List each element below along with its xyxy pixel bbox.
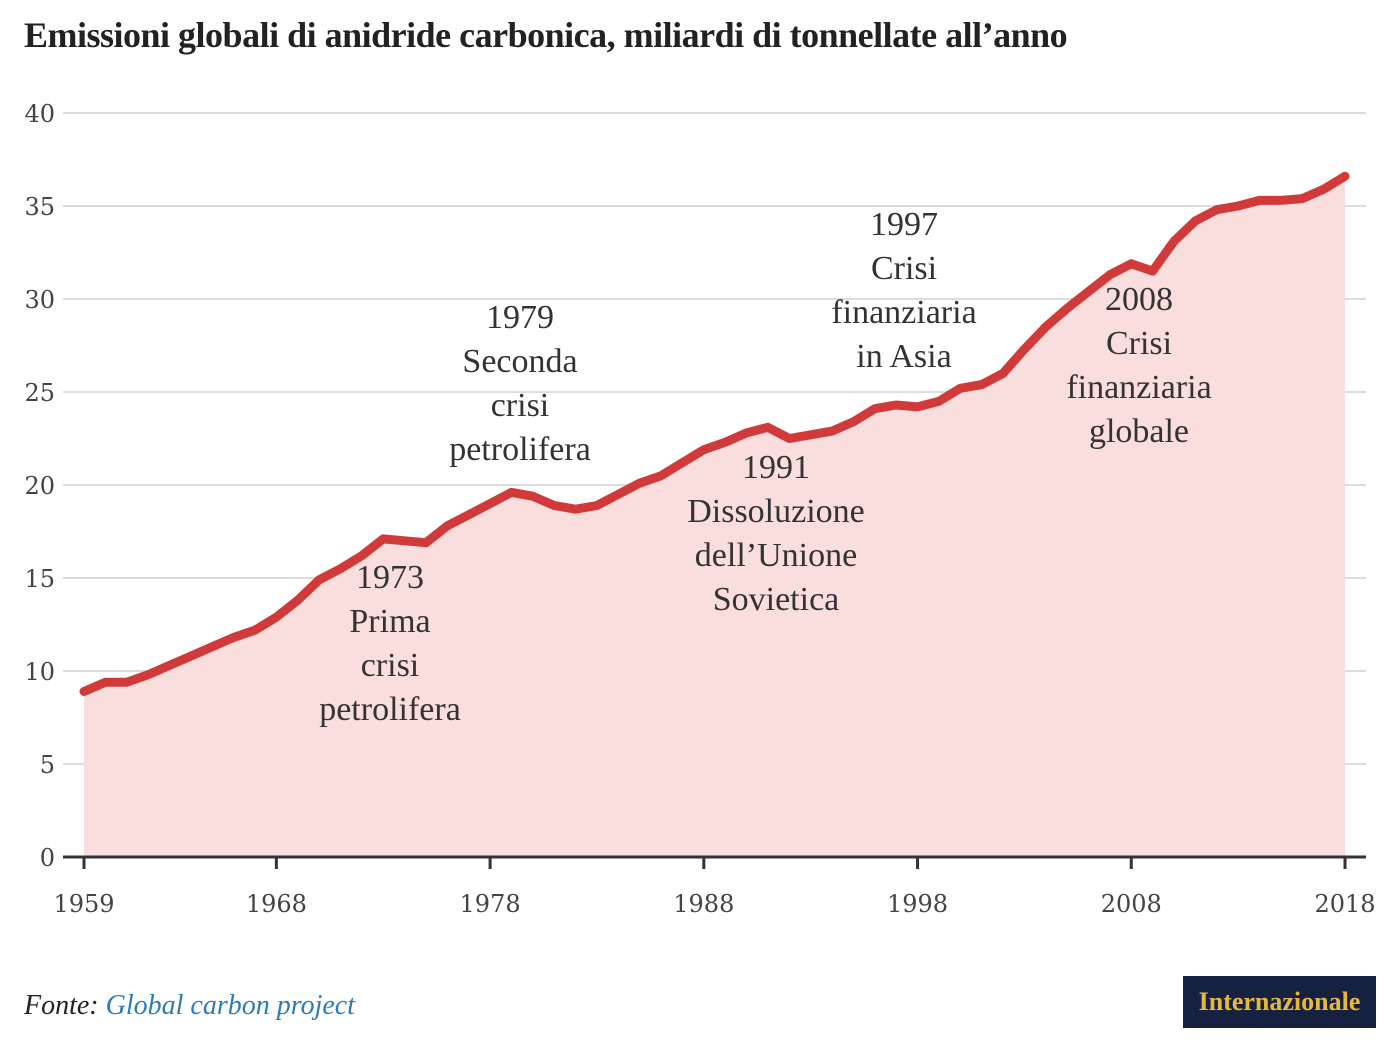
emissions-line: [79, 171, 1350, 696]
y-tick-label: 5: [40, 751, 55, 779]
annotation: 1973 Prima crisi petrolifera: [319, 559, 461, 728]
annotation: 2008 Crisi finanziaria globale: [1066, 281, 1211, 450]
y-tick-label: 15: [24, 565, 55, 593]
source-note: Fonte: Global carbon project: [24, 990, 355, 1022]
y-tick-label: 10: [24, 658, 55, 686]
annotation: 1997 Crisi finanziaria in Asia: [831, 206, 976, 375]
source-label: Fonte:: [24, 990, 99, 1021]
source-link[interactable]: Global carbon project: [105, 990, 356, 1021]
y-tick-label: 25: [24, 379, 55, 407]
area-chart: 0 5 10 15 20 25 30 35 40 1959 1968 1978 1988 1998 200…: [24, 100, 1375, 918]
annotations: 1973 Prima crisi petrolifera 1979 Seconda cris…: [319, 206, 1211, 728]
x-tick-label: 1998: [887, 890, 948, 918]
x-tick-label: 1978: [460, 890, 521, 918]
y-tick-label: 35: [24, 193, 55, 221]
y-tick-label: 40: [24, 100, 55, 128]
annotation: 1991 Dissoluzione dell’Unione Sovietica: [687, 449, 865, 618]
x-tick-label: 2018: [1314, 890, 1375, 918]
annotation: 1979 Seconda crisi petrolifera: [449, 299, 591, 468]
y-tick-label: 20: [24, 472, 55, 500]
x-tick-label: 1988: [673, 890, 734, 918]
x-axis-labels: 1959 1968 1978 1988 1998 2008 2018: [53, 890, 1375, 918]
x-tick-label: 1959: [53, 890, 114, 918]
x-tick-label: 2008: [1101, 890, 1162, 918]
x-axis: [63, 855, 1366, 869]
y-axis: 0 5 10 15 20 25 30 35 40: [24, 100, 55, 872]
x-tick-label: 1968: [246, 890, 307, 918]
y-tick-label: 0: [40, 844, 55, 872]
internazionale-logo: Internazionale: [1183, 976, 1376, 1028]
chart-title: Emissioni globali di anidride carbonica,…: [24, 15, 1068, 55]
y-tick-label: 30: [24, 286, 55, 314]
